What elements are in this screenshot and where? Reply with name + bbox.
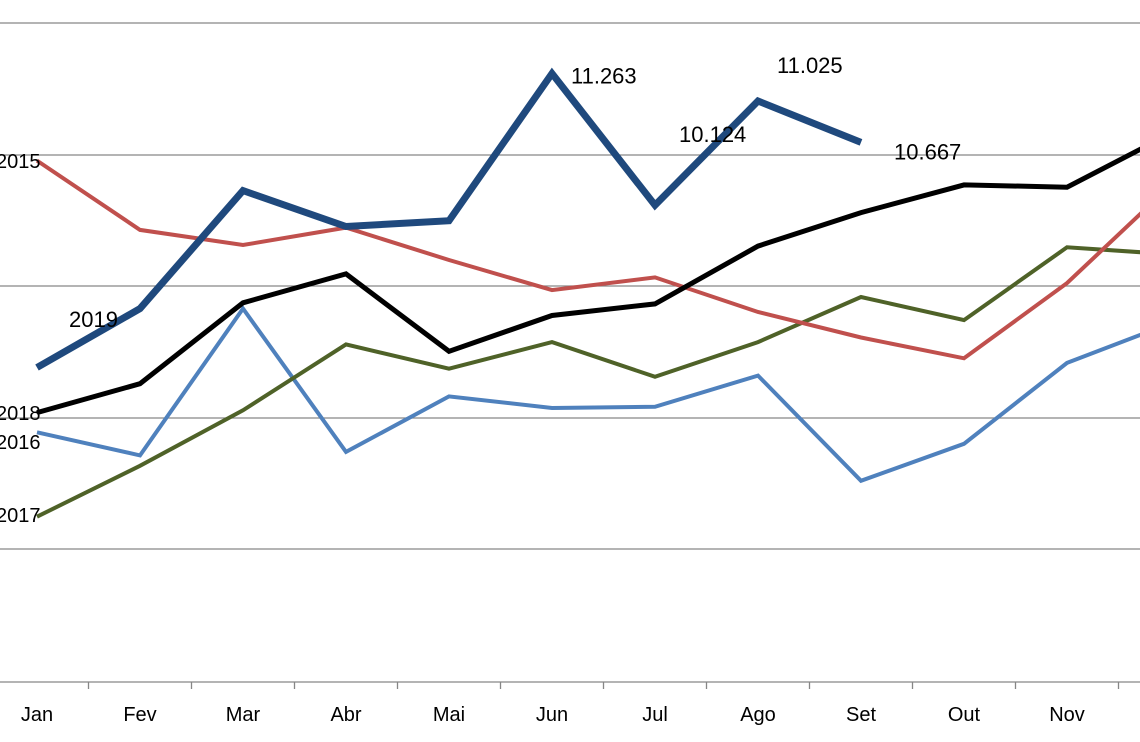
x-tick-label: Mai (433, 704, 465, 726)
series-line-2018 (36, 146, 1140, 416)
x-tick-label: Ago (740, 704, 776, 726)
series-label-2017: 2017 (0, 505, 41, 527)
series-label-2015: 2015 (0, 151, 41, 173)
series-label-2018: 2018 (0, 403, 41, 425)
x-tick-label: Out (948, 704, 981, 726)
series-lines (35, 67, 1140, 519)
labels: 2015 2016 2017 2018 2019 11.263 10.124 11.025 10… (0, 53, 961, 527)
x-tick-label: Mar (226, 704, 261, 726)
series-label-2019: 2019 (69, 307, 118, 332)
data-label-2019: 11.263 (571, 64, 637, 89)
x-tick-label: Jun (536, 704, 568, 726)
x-tick-label: Jul (642, 704, 668, 726)
x-tick-label: Nov (1049, 704, 1085, 726)
x-tick-label: Set (846, 704, 876, 726)
series-label-2016: 2016 (0, 432, 41, 454)
x-tick-label: Abr (330, 704, 361, 726)
x-tick-label: Jan (21, 704, 53, 726)
x-tick-label: Fev (123, 704, 156, 726)
data-label-2019: 10.667 (894, 139, 961, 164)
series-line-2016 (36, 305, 1140, 484)
x-axis: Jan Fev Mar Abr Mai Jun Jul Ago Set Out Nov (0, 681, 1140, 726)
data-label-2019: 11.025 (777, 53, 843, 78)
series-line-2017 (36, 245, 1140, 519)
data-label-2019: 10.124 (679, 122, 746, 147)
series-line-2015 (35, 158, 1140, 361)
series-line-2019 (35, 67, 863, 371)
